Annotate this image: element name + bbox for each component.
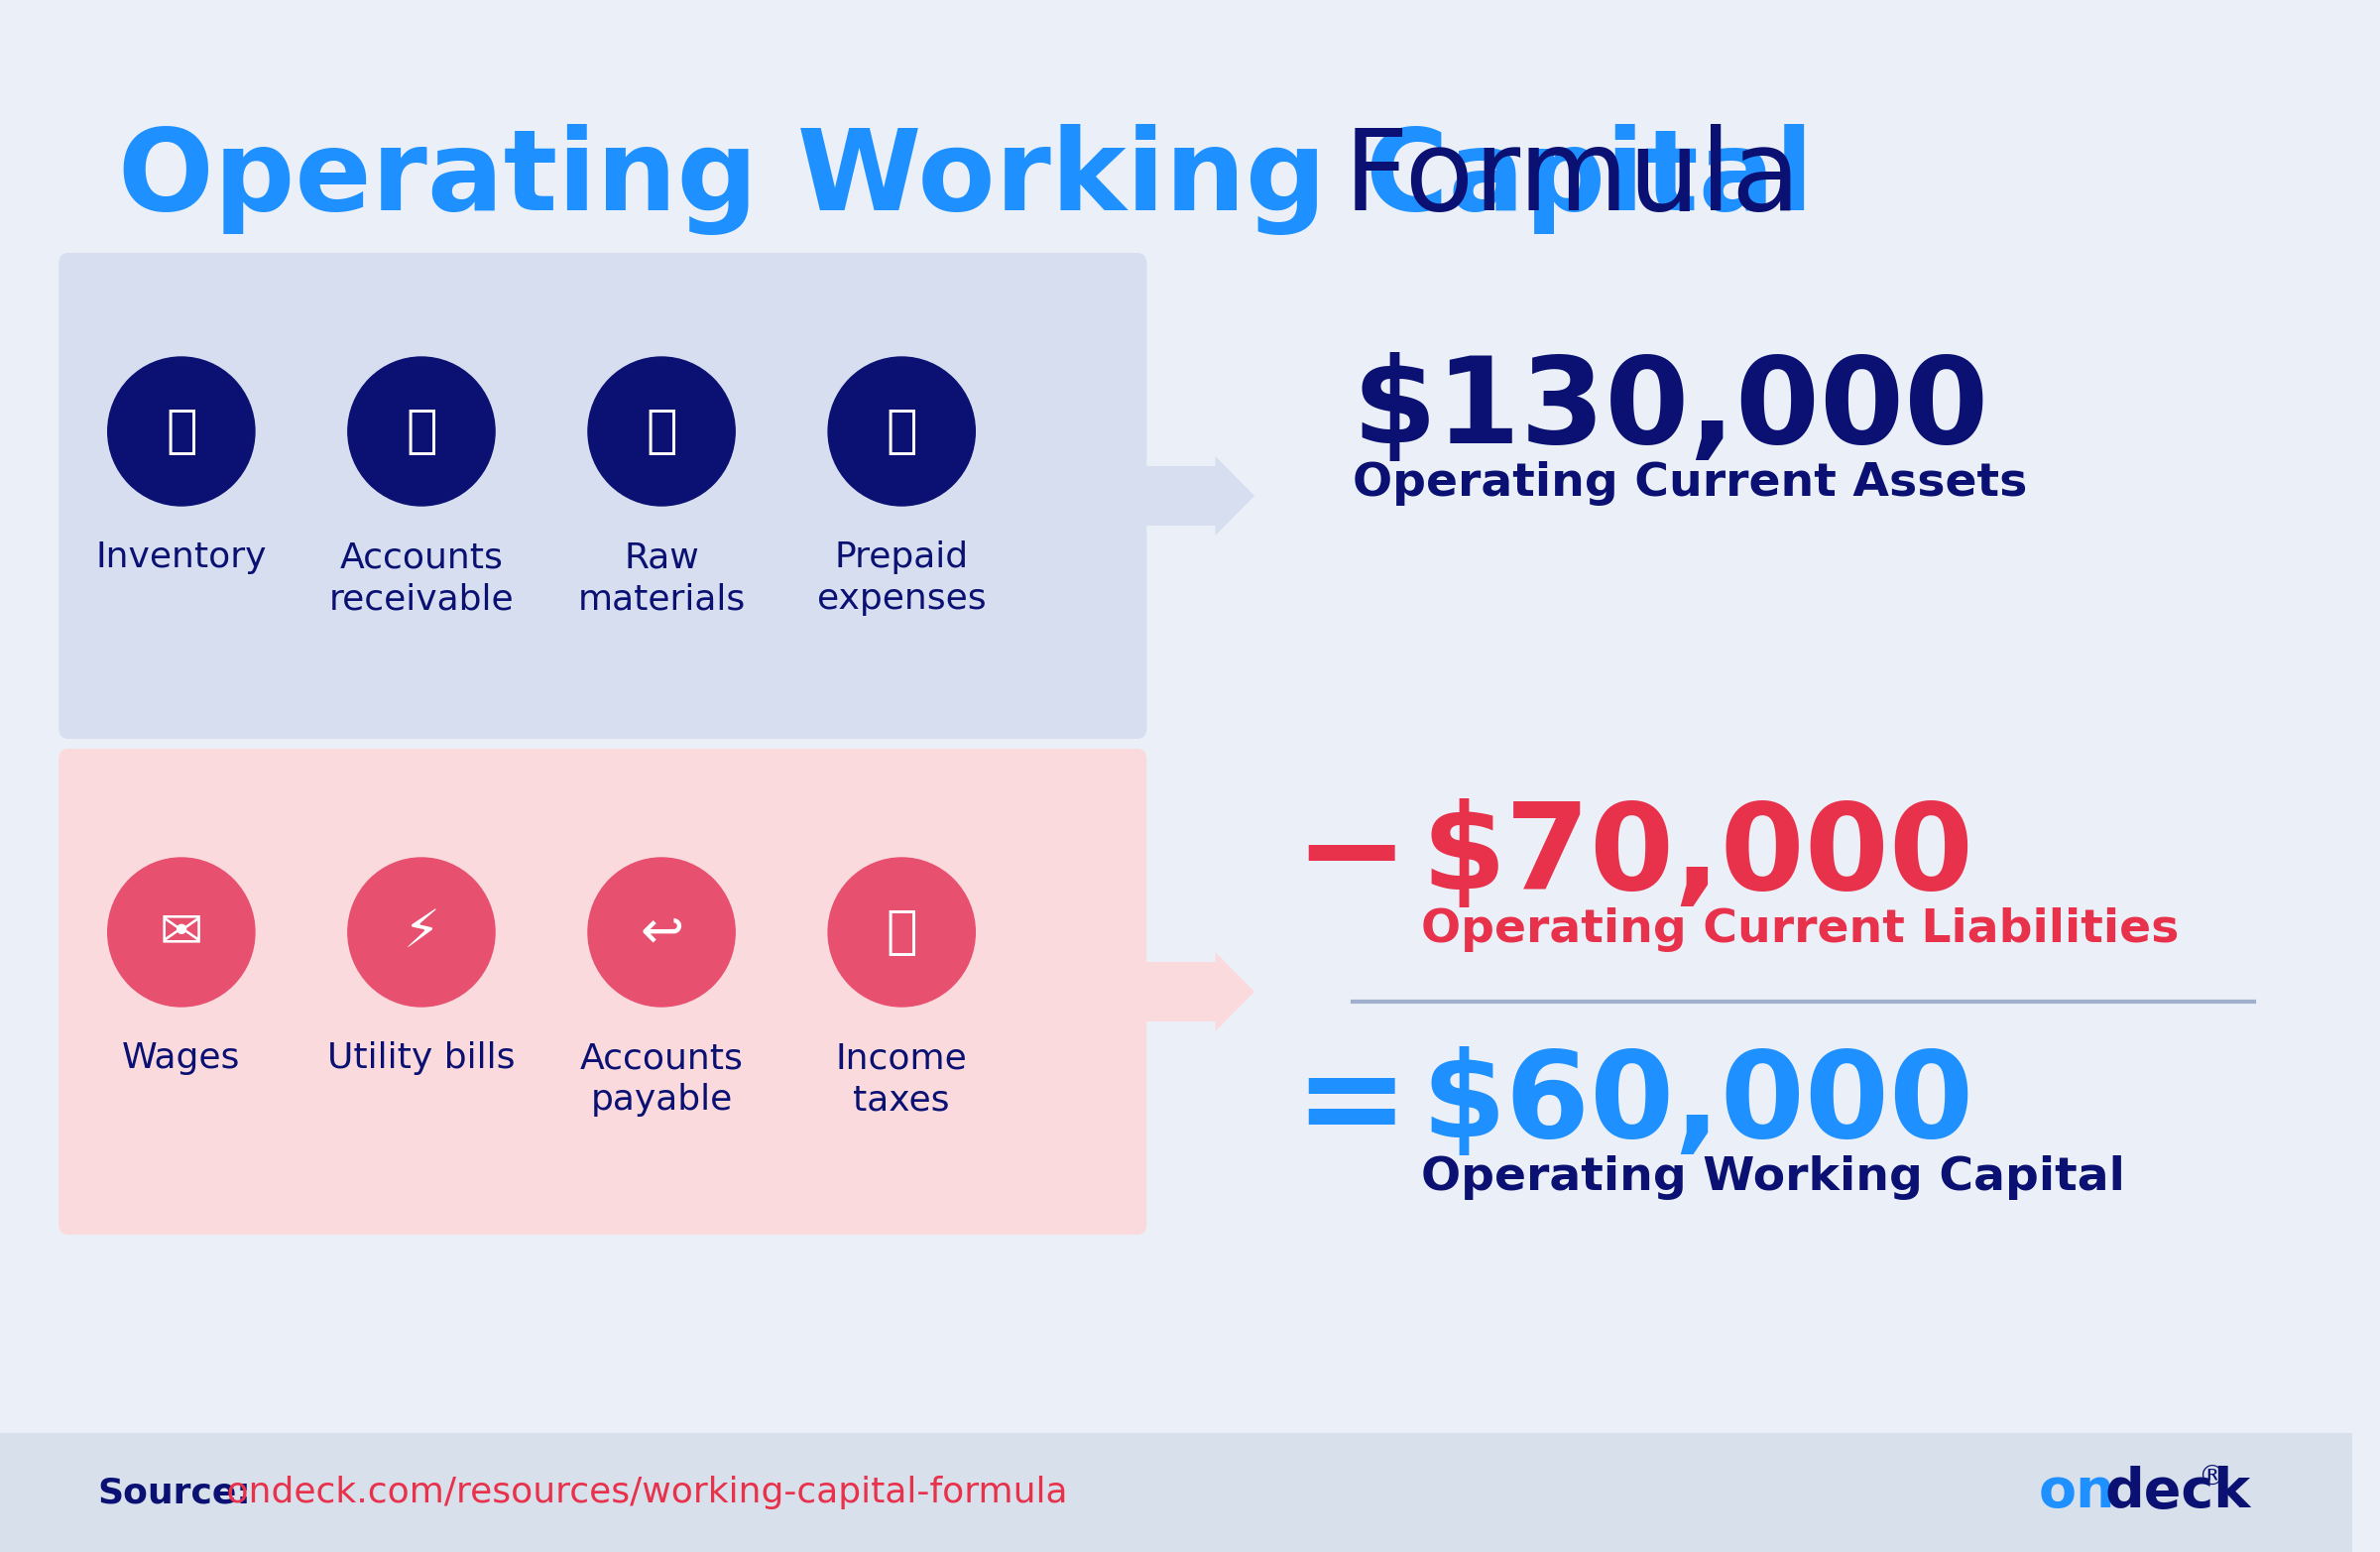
Text: Accounts
payable: Accounts payable xyxy=(581,1041,743,1117)
Text: Wages: Wages xyxy=(121,1041,240,1076)
Circle shape xyxy=(107,357,255,506)
Text: $60,000: $60,000 xyxy=(1421,1046,1973,1162)
Text: 🔄: 🔄 xyxy=(405,405,438,458)
Text: deck: deck xyxy=(2106,1465,2251,1519)
FancyBboxPatch shape xyxy=(60,748,1147,1235)
Bar xyxy=(0,1432,2351,1552)
Circle shape xyxy=(588,858,735,1007)
Text: ↩: ↩ xyxy=(640,906,683,958)
Text: ®: ® xyxy=(2197,1464,2225,1491)
Text: Accounts
receivable: Accounts receivable xyxy=(328,540,514,616)
Text: Formula: Formula xyxy=(1309,124,1802,234)
Text: 🗄: 🗄 xyxy=(167,405,198,458)
Text: Operating Working Capital: Operating Working Capital xyxy=(117,124,1814,234)
Text: ✉: ✉ xyxy=(159,906,202,958)
Text: 🔍: 🔍 xyxy=(885,906,916,958)
FancyArrow shape xyxy=(1138,456,1254,535)
Text: Prepaid
expenses: Prepaid expenses xyxy=(816,540,985,616)
Text: Operating Working Capital: Operating Working Capital xyxy=(1421,1155,2125,1200)
Text: Operating Current Liabilities: Operating Current Liabilities xyxy=(1421,908,2180,951)
Text: $70,000: $70,000 xyxy=(1421,798,1973,914)
Text: Income
taxes: Income taxes xyxy=(835,1041,966,1117)
Circle shape xyxy=(828,357,976,506)
Circle shape xyxy=(588,357,735,506)
Text: Operating Current Assets: Operating Current Assets xyxy=(1352,461,2028,506)
Text: ⚡: ⚡ xyxy=(402,906,440,958)
Text: Source:: Source: xyxy=(98,1476,252,1510)
Text: Inventory: Inventory xyxy=(95,540,267,574)
Text: Utility bills: Utility bills xyxy=(328,1041,516,1076)
Text: on: on xyxy=(2040,1465,2116,1519)
Circle shape xyxy=(347,357,495,506)
Text: 💳: 💳 xyxy=(885,405,916,458)
Circle shape xyxy=(828,858,976,1007)
FancyArrow shape xyxy=(1138,951,1254,1032)
Circle shape xyxy=(107,858,255,1007)
Text: ondeck.com/resources/working-capital-formula: ondeck.com/resources/working-capital-for… xyxy=(217,1476,1069,1510)
Text: =: = xyxy=(1295,1038,1409,1173)
Text: $130,000: $130,000 xyxy=(1352,352,1990,469)
Text: 🛒: 🛒 xyxy=(645,405,678,458)
FancyBboxPatch shape xyxy=(60,253,1147,739)
Circle shape xyxy=(347,858,495,1007)
Text: −: − xyxy=(1295,792,1409,925)
Text: Raw
materials: Raw materials xyxy=(578,540,745,616)
